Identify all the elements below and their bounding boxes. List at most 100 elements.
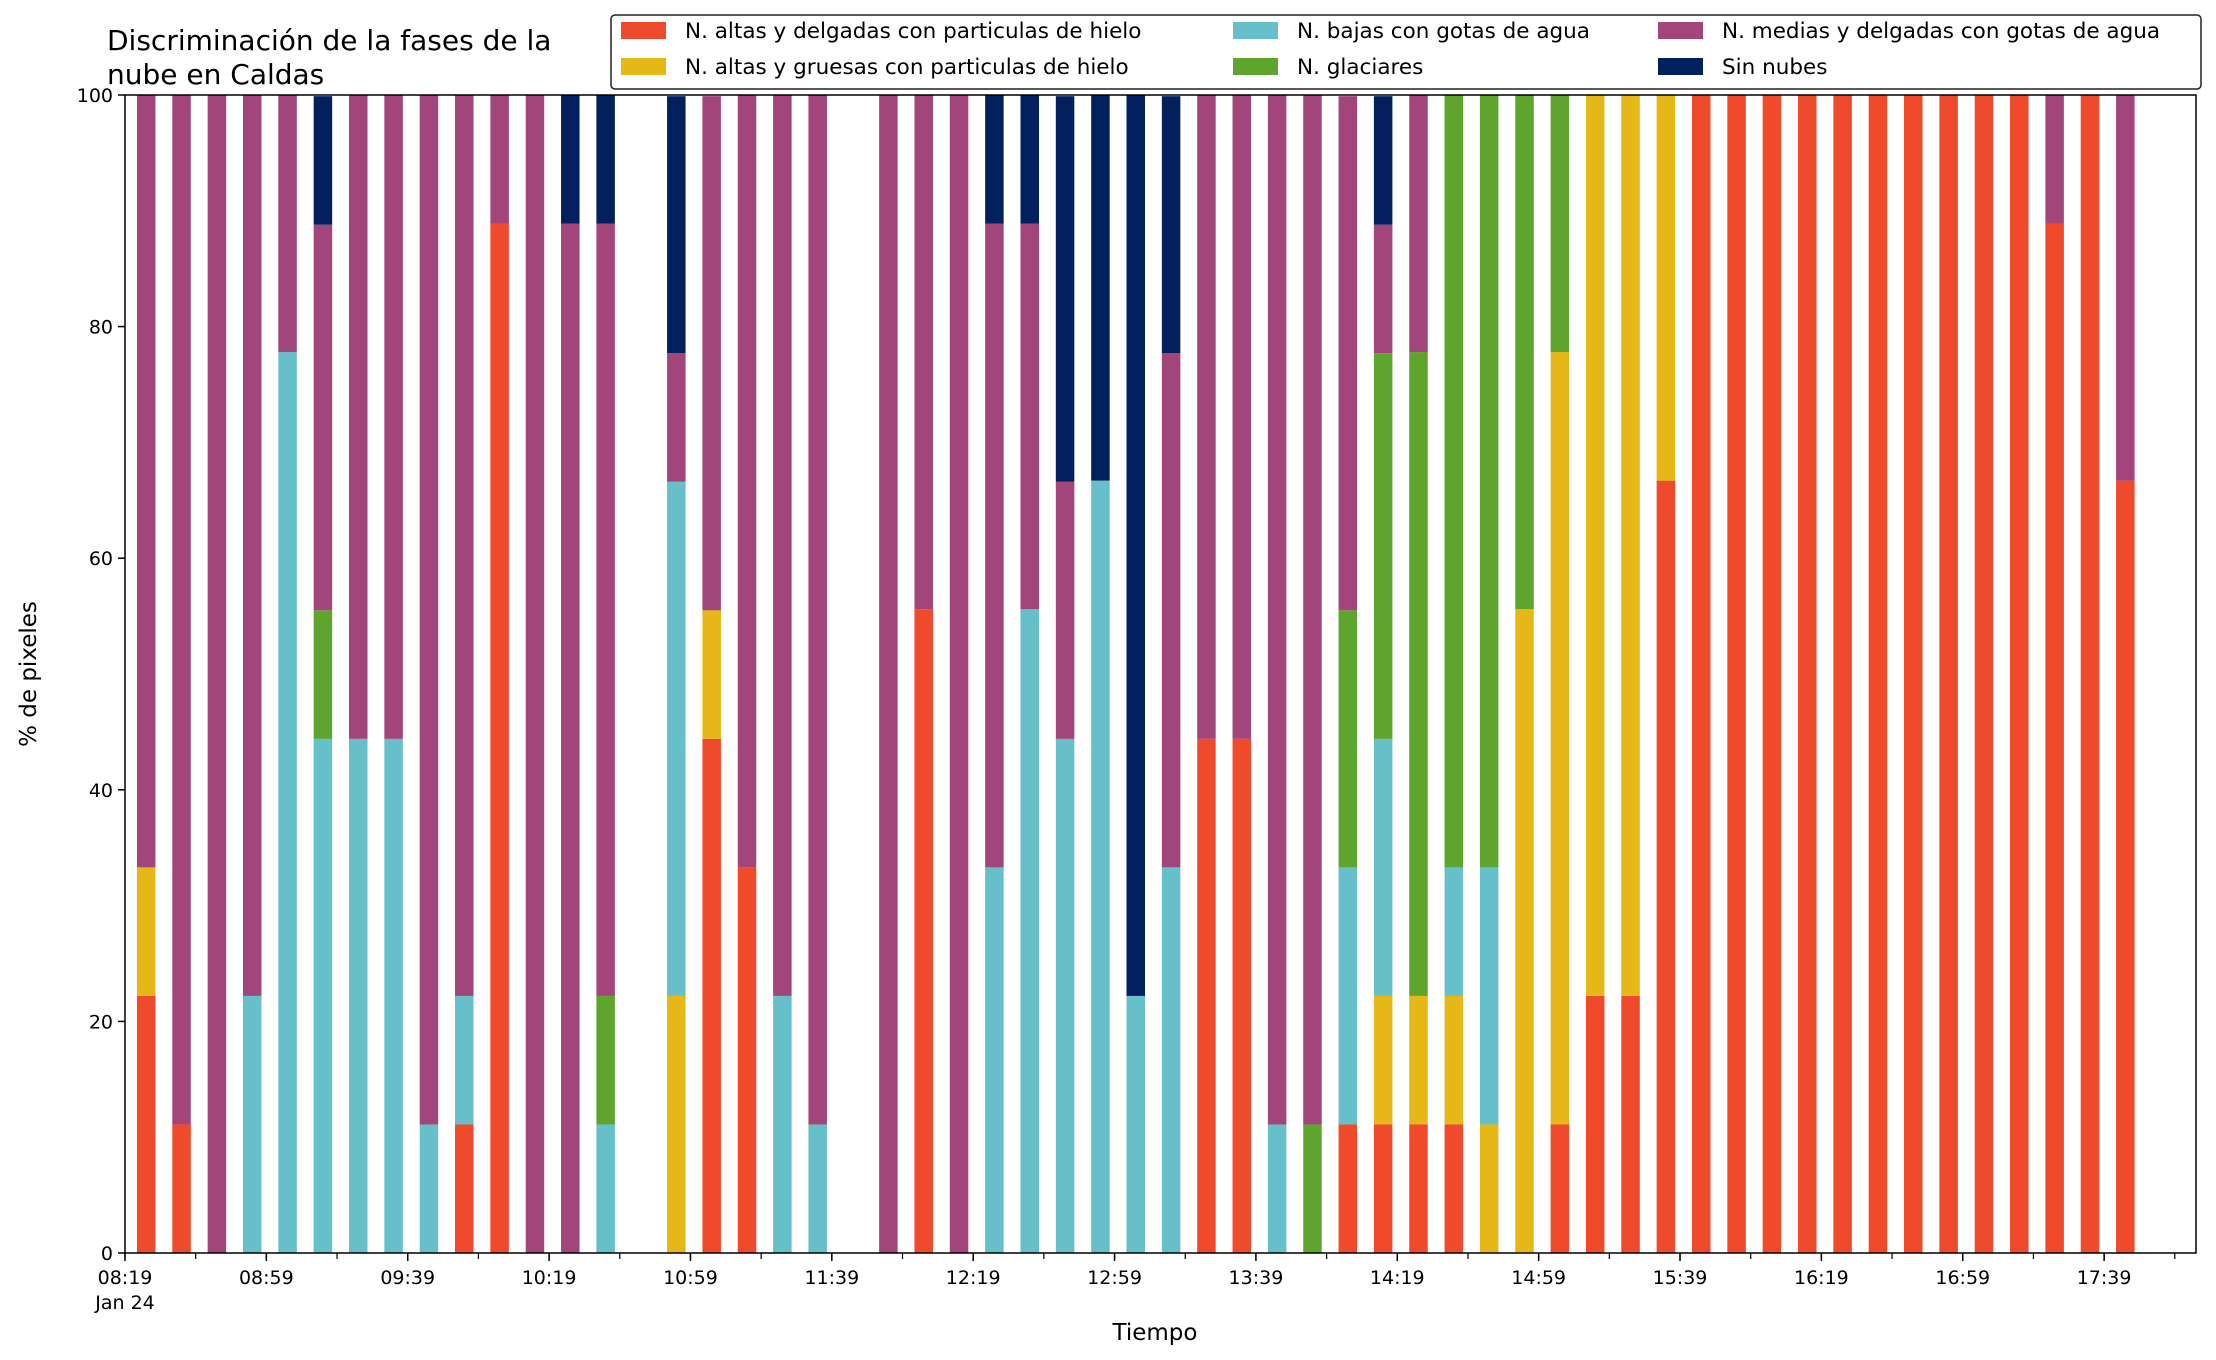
bar-stack <box>1798 95 1817 1253</box>
legend-item-s2: N. altas y gruesas con particulas de hie… <box>621 55 1129 80</box>
legend-label: N. altas y delgadas con particulas de hi… <box>685 19 1141 44</box>
bar-stack <box>1515 95 1534 1253</box>
x-tick-date-label: Jan 24 <box>94 1292 155 1314</box>
bar-stack <box>2116 95 2135 1253</box>
bar-stack <box>702 96 721 1253</box>
legend-item-s4: N. glaciares <box>1233 55 1423 80</box>
bar-segment-s1 <box>1232 738 1252 1253</box>
legend-swatch <box>1233 58 1278 75</box>
legend-box <box>610 14 2202 90</box>
bar-segment-s3 <box>985 867 1004 1253</box>
bar-stack <box>384 95 403 1253</box>
bar-segment-s6 <box>1055 96 1075 482</box>
bar-stack <box>808 95 827 1253</box>
y-tick-label: 60 <box>89 548 113 570</box>
bar-segment-s3 <box>313 738 333 1253</box>
bar-segment-s5 <box>1161 353 1181 868</box>
legend-label: N. medias y delgadas con gotas de agua <box>1722 19 2160 44</box>
bar-segment-s6 <box>1020 95 1039 224</box>
y-tick-label: 100 <box>77 85 113 107</box>
bar-segment-s5 <box>702 96 721 611</box>
bar-stack <box>1409 95 1428 1253</box>
bar-segment-s3 <box>278 352 297 1254</box>
x-tick-label: 12:59 <box>1087 1267 1142 1289</box>
bar-segment-s2 <box>1444 995 1464 1125</box>
chart-title-line-1: Discriminación de la fases de la <box>107 24 551 57</box>
legend-label: Sin nubes <box>1722 55 1827 80</box>
y-axis: 0 20 40 60 80 100 <box>77 85 125 1265</box>
x-tick-label: 10:59 <box>663 1267 718 1289</box>
bar-stack <box>949 95 969 1253</box>
bar-segment-s5 <box>1232 95 1252 739</box>
bar-stack <box>1267 95 1287 1253</box>
bar-stack <box>985 95 1004 1253</box>
bar-segment-s3 <box>1126 995 1146 1253</box>
bar-segment-s1 <box>136 995 156 1253</box>
bar-stack <box>1126 95 1146 1253</box>
bar-segment-s3 <box>1338 867 1358 1125</box>
x-tick-label: 17:39 <box>2077 1267 2132 1289</box>
y-tick-label: 20 <box>89 1011 113 1033</box>
bar-stack <box>596 95 615 1253</box>
bar-stack <box>1550 95 1570 1253</box>
bar-segment-s6 <box>1373 96 1393 225</box>
bar-segment-s5 <box>596 223 615 996</box>
bar-segment-s5 <box>525 95 545 1253</box>
bar-segment-s1 <box>490 223 509 1253</box>
bar-segment-s1 <box>1904 95 1923 1253</box>
bar-segment-s3 <box>808 1124 827 1253</box>
bar-segment-s5 <box>207 95 227 1253</box>
bar-stack <box>561 95 580 1253</box>
bar-stack <box>1232 95 1252 1253</box>
bar-segment-s1 <box>172 1124 191 1253</box>
bar-stack <box>242 95 262 1253</box>
bar-stack <box>773 95 792 1253</box>
bar-stack <box>455 95 474 1253</box>
bar-segment-s6 <box>313 96 333 225</box>
bar-stack <box>1373 96 1393 1253</box>
bar-segment-s6 <box>1091 95 1110 481</box>
bar-stack <box>1444 95 1464 1253</box>
bar-segment-s2 <box>1409 995 1428 1125</box>
bar-segment-s3 <box>667 481 686 996</box>
bar-stack <box>1338 96 1358 1253</box>
bar-segment-s1 <box>2010 95 2029 1253</box>
bar-segment-s4 <box>1550 95 1570 353</box>
bar-stack <box>1974 95 1994 1253</box>
legend-swatch <box>621 58 666 75</box>
bar-stack <box>1691 95 1711 1253</box>
bar-segment-s1 <box>1550 1124 1570 1253</box>
bar-segment-s1 <box>1585 995 1605 1253</box>
bar-stack <box>737 95 757 1253</box>
bar-segment-s5 <box>172 95 191 1125</box>
bar-stack <box>1020 95 1039 1253</box>
bar-segment-s2 <box>667 995 686 1253</box>
bar-stack <box>136 95 156 1253</box>
x-tick-label: 09:39 <box>380 1267 435 1289</box>
bar-stack <box>349 95 368 1253</box>
bar-segment-s5 <box>737 95 757 868</box>
bar-stack <box>172 95 191 1253</box>
bar-segment-s6 <box>561 95 580 224</box>
bar-segment-s3 <box>1267 1124 1287 1253</box>
bar-segment-s2 <box>1585 95 1605 996</box>
bar-stack <box>525 95 545 1253</box>
x-tick-label: 08:59 <box>239 1267 294 1289</box>
bar-segment-s1 <box>1409 1124 1428 1253</box>
bar-segment-s5 <box>1373 224 1393 354</box>
bar-segment-s4 <box>596 995 615 1125</box>
bar-stack <box>1197 95 1216 1253</box>
bar-stack <box>2080 95 2100 1253</box>
bar-segment-s2 <box>1373 995 1393 1125</box>
bar-stack <box>1656 95 1676 1253</box>
legend-item-s3: N. bajas con gotas de agua <box>1233 19 1590 44</box>
bar-segment-s5 <box>1267 95 1287 1125</box>
bar-segment-s5 <box>1055 481 1075 739</box>
bar-stack <box>1303 95 1322 1253</box>
bar-stack <box>1161 96 1181 1253</box>
bar-segment-s1 <box>1656 480 1676 1253</box>
y-tick-label: 0 <box>101 1243 113 1265</box>
bar-segment-s4 <box>1303 1124 1322 1253</box>
bar-segment-s3 <box>1373 738 1393 996</box>
legend-swatch <box>1658 58 1703 75</box>
